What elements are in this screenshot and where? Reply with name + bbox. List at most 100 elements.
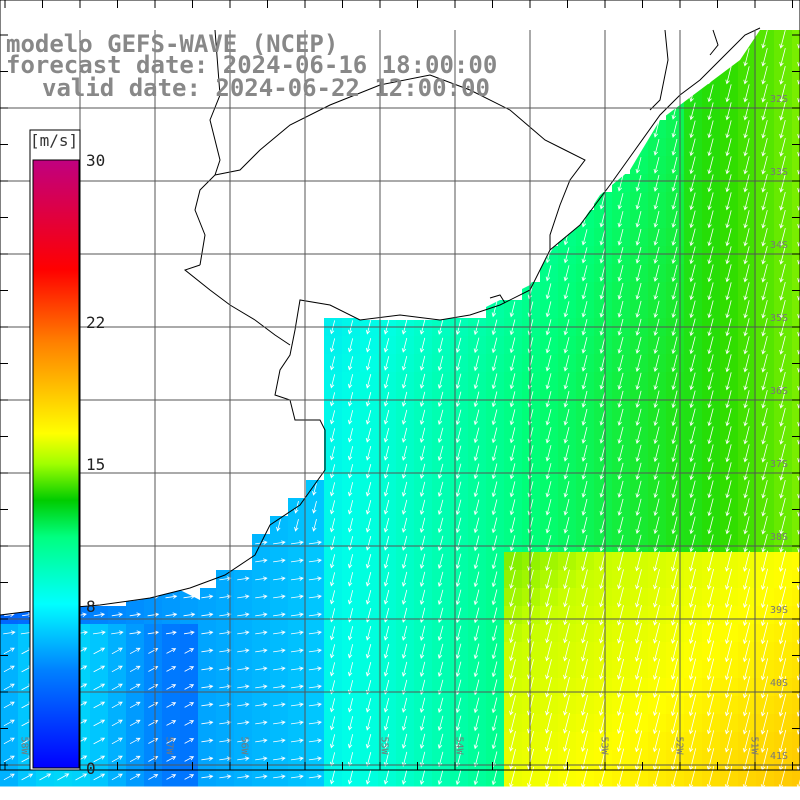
wind-arrow [797,509,800,517]
wind-arrow [473,355,480,372]
wind-arrow [689,462,696,481]
wind-arrow [725,622,732,645]
wind-arrow [743,156,750,175]
latitude-label: 34S [770,240,789,251]
wind-arrow [635,516,642,535]
wind-arrow [401,463,408,479]
wind-arrow [779,515,786,535]
wind-arrow [671,408,678,427]
wind-arrow [329,590,336,605]
wind-arrow [347,500,354,515]
wind-arrow [689,640,696,663]
wind-arrow [778,604,787,627]
wind-arrow [308,558,322,563]
wind-arrow [671,336,678,355]
wind-arrow [743,138,750,157]
wind-arrow [707,390,714,409]
wind-arrow [401,391,408,407]
wind-arrow [653,390,660,409]
wind-arrow [545,337,552,354]
wind-arrow [670,730,679,753]
wind-arrow [419,643,426,660]
wind-arrow [491,463,498,480]
wind-arrow [545,265,552,282]
wind-arrow [796,617,800,627]
wind-arrow [617,426,624,444]
wind-arrow [778,729,787,753]
wind-arrow [255,594,268,599]
wind-arrow [419,715,426,732]
wind-arrow [635,569,642,590]
wind-arrow [329,536,336,551]
wind-arrow [617,336,624,354]
wind-arrow [635,640,642,662]
wind-arrow [725,516,732,535]
wind-arrow [329,392,336,407]
wind-arrow [237,756,250,761]
wind-arrow [724,712,733,735]
wind-arrow [797,563,800,573]
wind-arrow [509,391,516,408]
wind-arrow [3,719,15,727]
wind-arrow [365,643,372,659]
wind-arrow [617,605,624,626]
wind-arrow [129,719,141,727]
wind-arrow [93,701,106,709]
wind-arrow [147,630,160,635]
wind-arrow [75,773,88,781]
wind-arrow [725,480,732,499]
speed-cell [792,642,800,661]
wind-arrow [725,264,732,283]
wind-arrow [473,445,480,462]
wind-arrow [509,337,516,354]
wind-arrow [290,666,304,671]
wind-arrow [563,265,570,282]
wind-arrow [742,694,751,717]
wind-arrow [671,156,678,174]
wind-arrow [761,192,768,211]
wind-arrow [671,192,678,210]
wind-arrow [455,661,462,678]
wind-arrow [761,48,768,67]
wind-arrow [219,738,232,743]
wind-arrow [491,589,498,606]
speed-cell [792,714,800,733]
wind-arrow [437,751,444,768]
wind-arrow [111,612,124,617]
wind-arrow [761,120,768,139]
wind-arrow [689,120,696,139]
wind-arrow [455,445,462,462]
wind-arrow [725,444,732,463]
wind-arrow [563,641,570,662]
wind-arrow [725,336,732,355]
wind-arrow [635,228,642,246]
wind-arrow [671,551,678,572]
wind-arrow [111,647,123,655]
wind-arrow [419,391,426,408]
wind-arrow [365,445,372,461]
wind-arrow [671,390,678,409]
wind-arrow [365,338,372,353]
wind-arrow [797,545,800,553]
colorbar [29,129,81,771]
wind-arrow [581,229,588,246]
wind-arrow [401,769,408,785]
wind-arrow [563,551,570,572]
wind-arrow [760,622,769,645]
wind-arrow [419,481,426,498]
wind-arrow [563,517,570,534]
wind-arrow [201,684,214,689]
wind-arrow [165,630,177,636]
wind-arrow [599,283,606,300]
wind-arrow [725,534,732,553]
wind-arrow [455,733,462,750]
wind-arrow [545,445,552,462]
wind-arrow [761,408,768,427]
wind-arrow [93,683,106,691]
wind-arrow [308,576,322,581]
wind-arrow [437,445,444,462]
wind-arrow [329,482,336,497]
wind-arrow [290,702,304,707]
wind-arrow [255,774,268,779]
wind-arrow [312,483,317,496]
